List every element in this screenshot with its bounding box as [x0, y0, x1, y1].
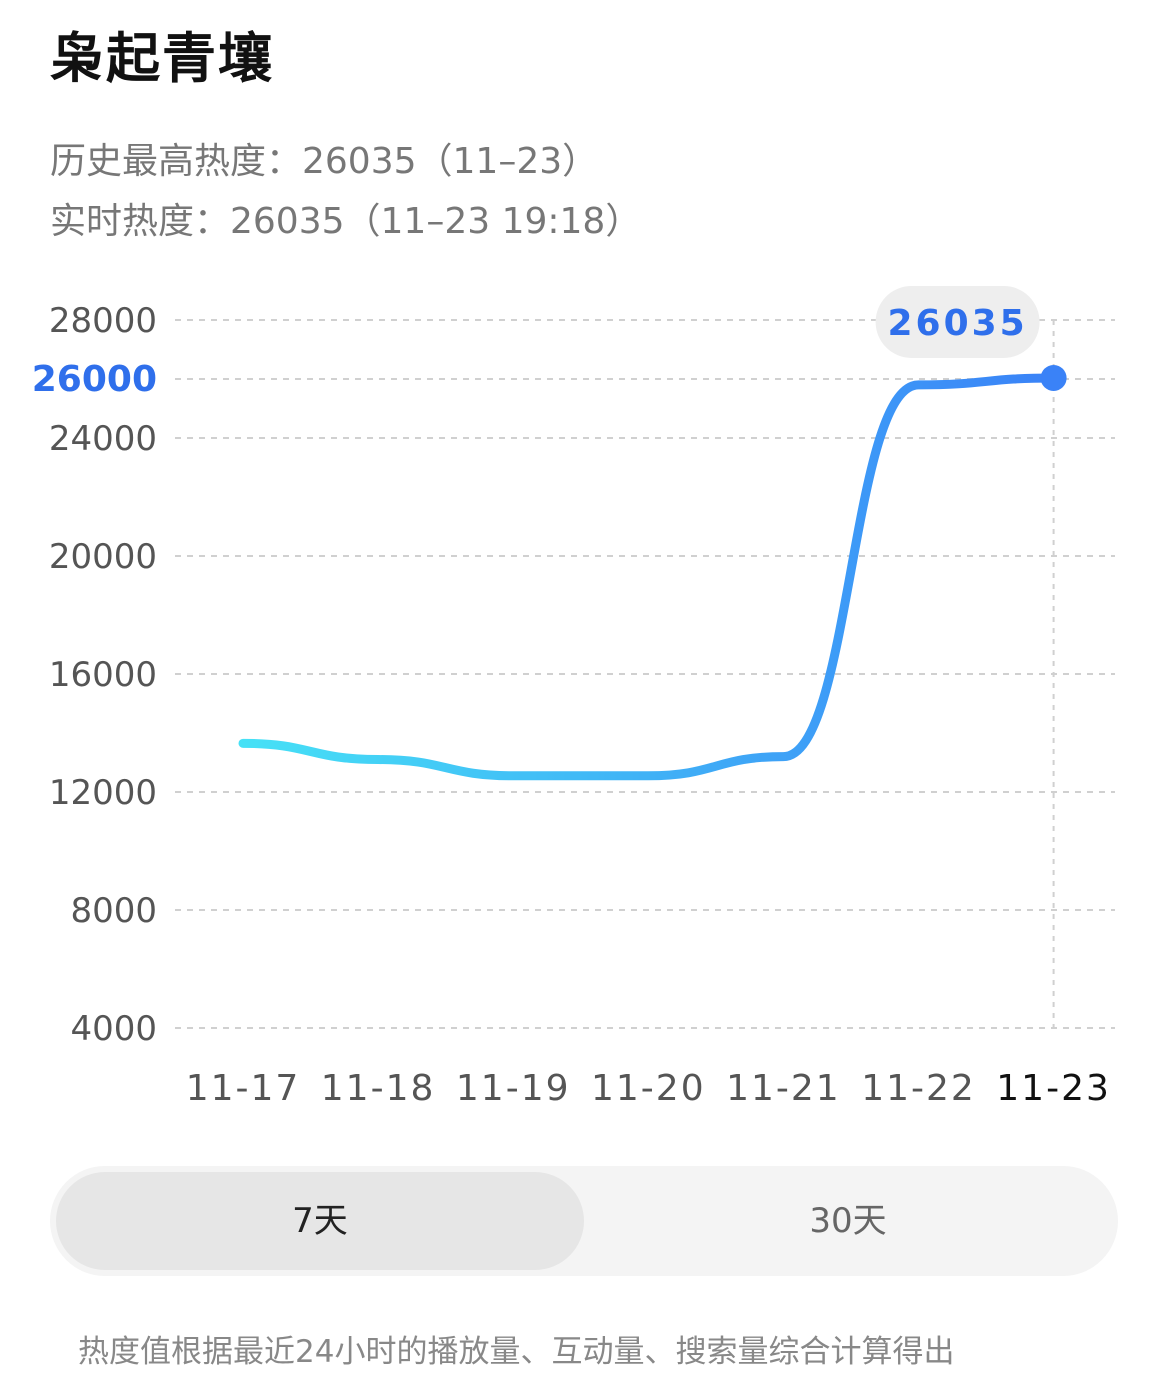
heat-footnote: 热度值根据最近24小时的播放量、互动量、搜索量综合计算得出: [78, 1334, 955, 1370]
highlight-point: [1040, 364, 1067, 391]
data-point-11-21: [782, 756, 784, 758]
page-title: 枭起青壤: [50, 27, 274, 90]
y-tick-label: 28000: [49, 301, 157, 341]
series-line: [238, 373, 1059, 781]
x-tick-label: 11-20: [591, 1068, 706, 1109]
x-tick-label: 11-22: [861, 1068, 976, 1109]
data-point-11-19: [512, 775, 514, 777]
x-tick-label: 11-19: [456, 1068, 571, 1109]
live-heat-label: 实时热度：26035（11–23 19:18）: [50, 201, 642, 242]
y-tick-label: 26000: [32, 359, 157, 400]
y-tick-label: 16000: [49, 655, 157, 695]
x-tick-label: 11-23: [996, 1068, 1111, 1109]
value-badge-label: 26035: [887, 303, 1027, 344]
y-tick-label: 20000: [49, 537, 157, 577]
x-tick-label: 11-18: [321, 1068, 436, 1109]
data-point-11-22: [918, 384, 920, 386]
range-tab-bar: 7天 30天: [50, 1166, 1118, 1276]
x-tick-label: 11-21: [726, 1068, 841, 1109]
y-tick-label: 12000: [49, 773, 157, 813]
value-badge: [875, 285, 1040, 358]
data-point-11-17: [242, 742, 244, 744]
y-tick-label: 24000: [49, 419, 157, 459]
y-tick-label: 4000: [70, 1009, 157, 1049]
heat-line-chart: 4000 8000 12000 16000 20000 24000 26000 28000 26…: [32, 285, 1115, 1109]
peak-heat-label: 历史最高热度：26035（11–23）: [50, 141, 599, 182]
x-tick-label: 11-17: [186, 1068, 301, 1109]
tab-7-days[interactable]: 7天: [56, 1172, 584, 1270]
y-tick-label: 8000: [70, 891, 157, 931]
data-point-11-18: [377, 759, 379, 761]
tab-30-days[interactable]: 30天: [809, 1201, 887, 1241]
data-point-11-20: [647, 775, 649, 777]
